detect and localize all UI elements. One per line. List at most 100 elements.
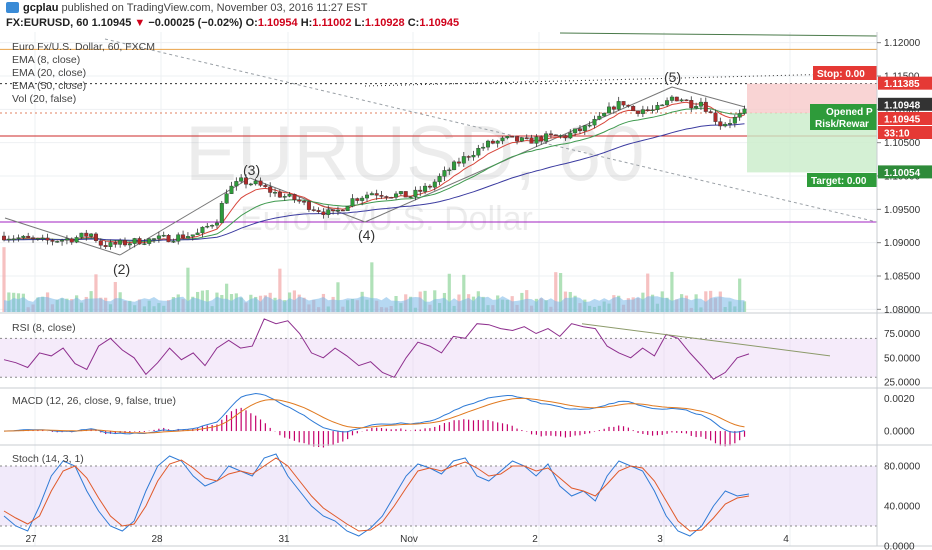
wave-labels[interactable]: (2) (3) (4) (5) xyxy=(113,69,681,277)
candle-body xyxy=(234,181,239,187)
candle-body xyxy=(742,108,747,114)
candle-body xyxy=(335,209,340,212)
chart-header: gcplau published on TradingView.com, Nov… xyxy=(0,0,932,32)
ema-50-line xyxy=(4,123,745,242)
candle-body xyxy=(60,239,65,242)
candle-body xyxy=(40,237,45,240)
candle-body xyxy=(723,123,728,127)
symbol-line: FX:EURUSD, 60 1.10945 ▼ −0.00025 (−0.02%… xyxy=(6,17,459,29)
candle-body xyxy=(369,193,374,196)
price-tick-label: 1.09500 xyxy=(884,205,921,216)
stoch-legend: Stoch (14, 3, 1) xyxy=(12,453,84,465)
candle-body xyxy=(490,140,495,144)
candle-body xyxy=(626,104,631,107)
volume-bar xyxy=(370,262,374,312)
time-axis[interactable]: 27 28 31 Nov 2 3 4 xyxy=(25,534,789,545)
wave-label-3[interactable]: (3) xyxy=(243,162,260,178)
risk-reward-label: Risk/Rewar xyxy=(815,119,869,130)
price-tag: 1.11385 xyxy=(884,79,920,90)
candle-body xyxy=(398,191,403,195)
legend-ema20: EMA (20, close) xyxy=(12,67,86,79)
candle-body xyxy=(515,136,520,142)
candle-body xyxy=(248,183,253,186)
low-value: 1.10928 xyxy=(364,17,405,29)
candle-body xyxy=(190,234,195,237)
candle-body xyxy=(282,196,287,198)
candle-body xyxy=(534,136,539,144)
candle-body xyxy=(176,234,181,242)
candle-body xyxy=(408,196,413,198)
ema-20-line xyxy=(3,107,745,242)
candle-body xyxy=(558,135,563,137)
candle-body xyxy=(321,211,326,215)
candle-body xyxy=(50,240,55,242)
candle-body xyxy=(365,194,370,199)
candle-body xyxy=(16,237,21,239)
tradingview-logo-icon xyxy=(6,2,19,13)
candle-body xyxy=(650,109,655,111)
candle-body xyxy=(427,185,432,188)
candle-body xyxy=(2,235,6,241)
candle-body xyxy=(311,209,316,211)
candle-body xyxy=(437,176,442,183)
horizontal-levels[interactable] xyxy=(0,32,878,223)
volume-bar xyxy=(336,282,340,312)
candle-body xyxy=(665,100,670,106)
price-tick-label: 1.12000 xyxy=(884,38,921,49)
macd-pane[interactable] xyxy=(3,392,746,448)
candle-body xyxy=(6,238,11,241)
candle-body xyxy=(340,209,345,212)
rsi-line xyxy=(3,318,750,380)
symbol-name[interactable]: FX:EURUSD, 60 xyxy=(6,17,89,29)
wave-label-4[interactable]: (4) xyxy=(358,227,375,243)
candle-body xyxy=(331,209,336,212)
candle-body xyxy=(306,201,311,210)
candle-body xyxy=(679,99,684,102)
publisher-name[interactable]: gcplau xyxy=(23,2,59,14)
chart-area[interactable]: EURUSD, 60 Euro Fx/U.S. Dollar (2) (3) (… xyxy=(0,32,932,550)
target-label: Target: 0.00 xyxy=(811,176,867,187)
stoch-tick-label: 40.0000 xyxy=(884,502,921,513)
candle-body xyxy=(137,238,142,245)
candle-body xyxy=(345,206,350,211)
candle-body xyxy=(645,109,650,111)
candle-body xyxy=(432,181,437,188)
last-price: 1.10945 xyxy=(91,17,132,29)
volume-bar xyxy=(278,268,282,312)
candle-body xyxy=(456,161,461,164)
candle-body xyxy=(239,177,244,182)
volume-bar xyxy=(113,281,117,312)
candle-body xyxy=(253,180,258,185)
candle-body xyxy=(592,119,597,126)
candle-body xyxy=(224,193,229,204)
volume-bar xyxy=(559,273,563,312)
candle-body xyxy=(355,198,360,201)
macd-tick-label: 0.0020 xyxy=(884,394,915,405)
candle-body xyxy=(442,170,447,177)
candle-body xyxy=(74,237,79,243)
candle-body xyxy=(277,192,282,198)
candle-body xyxy=(219,203,224,224)
candle-body xyxy=(113,242,118,245)
candle-body xyxy=(674,96,679,102)
candle-body xyxy=(200,226,205,234)
wave-label-5[interactable]: (5) xyxy=(664,69,681,85)
indicator-band xyxy=(0,338,877,378)
position-labels[interactable]: Stop: 0.00 Opened P Risk/Rewar Target: 0… xyxy=(807,66,877,187)
candle-body xyxy=(636,110,641,114)
stoch-pane[interactable] xyxy=(0,453,877,537)
candle-body xyxy=(568,132,573,139)
price-axis[interactable]: 1.120001.115001.110001.105001.100001.095… xyxy=(877,38,932,550)
candle-body xyxy=(287,194,292,197)
rsi-pane[interactable] xyxy=(0,318,877,380)
candle-body xyxy=(389,196,394,199)
candle-body xyxy=(360,197,365,201)
candle-body xyxy=(69,238,74,243)
candle-body xyxy=(544,133,549,142)
wave-label-2[interactable]: (2) xyxy=(113,261,130,277)
price-tag: 1.10945 xyxy=(884,115,921,126)
candle-body xyxy=(205,225,210,228)
volume-bar xyxy=(738,278,742,312)
wave-line xyxy=(4,217,121,256)
candle-body xyxy=(394,193,399,198)
